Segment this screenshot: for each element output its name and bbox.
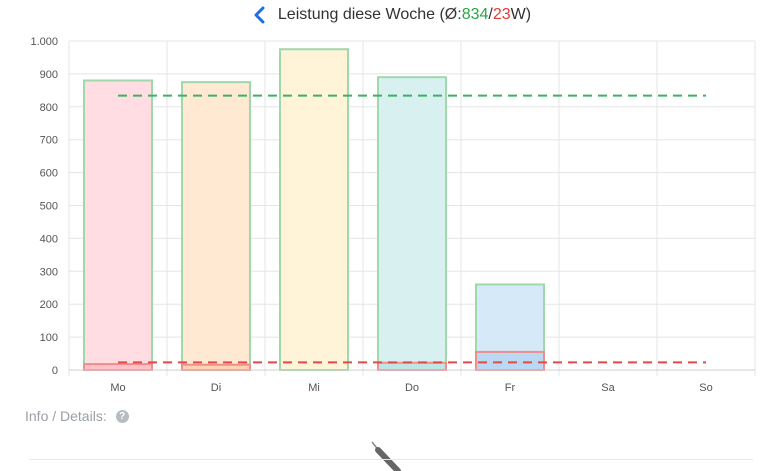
- chart-title: Leistung diese Woche (Ø:834/23W): [278, 6, 531, 24]
- bar-main-di: [181, 81, 251, 371]
- title-avg-value: 834: [461, 6, 489, 23]
- weekly-bar-chart: 0 100 200 300 400 500 600 700 800 900 1.000 Mo Di Mi D…: [30, 36, 756, 394]
- y-tick-label: 300: [40, 266, 58, 278]
- question-circle-icon[interactable]: ?: [115, 409, 129, 423]
- bar-main-do: [377, 76, 447, 371]
- x-tick-label: Mo: [110, 382, 125, 394]
- x-tick-label: Mi: [308, 382, 320, 394]
- y-tick-label: 0: [52, 365, 58, 377]
- divider: [30, 459, 753, 460]
- x-tick-label: So: [699, 382, 712, 394]
- y-tick-label: 700: [40, 135, 58, 147]
- title-separator: /: [488, 6, 493, 23]
- y-tick-label: 400: [40, 233, 58, 245]
- bar-secondary-do: [377, 361, 447, 371]
- y-tick-label: 500: [40, 201, 58, 213]
- chart-header: Leistung diese Woche (Ø:834/23W): [0, 4, 783, 26]
- bar-main-mi: [279, 48, 349, 371]
- title-prefix: Leistung diese Woche (Ø:: [277, 6, 462, 23]
- y-tick-label: 600: [40, 168, 58, 180]
- bar-secondary-mo: [83, 363, 153, 372]
- x-tick-label: Di: [211, 382, 221, 394]
- title-suffix: W): [510, 6, 532, 23]
- info-label: Info / Details:: [25, 408, 107, 424]
- title-low-value: 23: [492, 6, 511, 23]
- y-tick-label: 1.000: [30, 36, 58, 48]
- info-details: Info / Details: ?: [25, 408, 129, 424]
- y-tick-label: 900: [40, 69, 58, 81]
- x-tick-label: Sa: [601, 382, 615, 394]
- bar-secondary-di: [181, 363, 251, 371]
- syringe-icon: [371, 441, 401, 471]
- y-tick-label: 800: [40, 102, 58, 114]
- x-tick-label: Fr: [505, 382, 516, 394]
- y-tick-label: 100: [40, 332, 58, 344]
- bar-secondary-fr: [475, 350, 545, 371]
- chevron-left-icon[interactable]: [252, 6, 266, 24]
- bar-main-mo: [83, 79, 153, 371]
- y-tick-label: 200: [40, 299, 58, 311]
- x-tick-label: Do: [405, 382, 419, 394]
